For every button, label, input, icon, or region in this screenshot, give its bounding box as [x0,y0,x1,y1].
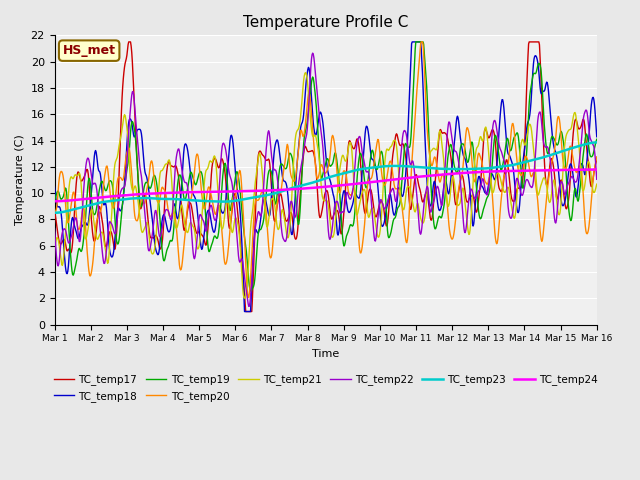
TC_temp22 [51,226,58,231]
TC_temp19 [520,182,527,188]
TC_temp18 [520,152,527,158]
TC_temp22 [520,188,527,193]
TC_temp21 [283,232,291,238]
TC_temp19 [192,182,200,188]
Line: TC_temp20: TC_temp20 [54,42,596,298]
TC_temp21 [192,236,200,241]
TC_temp21 [110,175,118,181]
TC_temp17 [284,217,291,223]
TC_temp19 [283,165,291,170]
TC_temp18 [192,197,200,203]
Line: TC_temp22: TC_temp22 [54,53,596,306]
TC_temp19 [438,214,445,220]
TC_temp24 [436,172,444,178]
TC_temp18 [283,183,291,189]
TC_temp20 [417,39,425,45]
Line: TC_temp17: TC_temp17 [54,42,596,312]
TC_temp18 [460,154,468,160]
TC_temp23 [459,166,467,172]
TC_temp24 [282,187,290,192]
TC_temp18 [241,309,248,314]
TC_temp17 [520,163,527,169]
TC_temp20 [192,157,200,163]
TC_temp24 [519,168,527,174]
Line: TC_temp19: TC_temp19 [54,42,596,291]
TC_temp21 [593,181,600,187]
TC_temp18 [593,134,600,140]
TC_temp22 [192,250,200,255]
TC_temp24 [593,167,600,172]
TC_temp20 [520,161,527,167]
TC_temp20 [283,144,291,150]
TC_temp20 [460,152,468,158]
TC_temp19 [460,143,468,148]
TC_temp21 [520,140,527,145]
TC_temp19 [593,136,600,142]
Line: TC_temp18: TC_temp18 [54,42,596,312]
Line: TC_temp21: TC_temp21 [54,72,596,298]
TC_temp17 [193,229,200,235]
TC_temp17 [125,39,132,45]
TC_temp22 [438,203,445,208]
Legend: TC_temp17, TC_temp18, TC_temp19, TC_temp20, TC_temp21, TC_temp22, TC_temp23, TC_: TC_temp17, TC_temp18, TC_temp19, TC_temp… [49,371,602,406]
TC_temp22 [245,303,253,309]
TC_temp18 [51,184,58,190]
TC_temp17 [242,309,250,314]
TC_temp20 [110,205,118,211]
TC_temp20 [438,173,445,179]
TC_temp24 [192,189,200,195]
TC_temp23 [519,160,527,166]
TC_temp20 [593,154,600,160]
TC_temp23 [192,198,200,204]
TC_temp19 [412,39,420,45]
TC_temp21 [301,70,309,75]
TC_temp22 [309,50,317,56]
TC_temp21 [460,192,468,197]
TC_temp24 [459,170,467,176]
TC_temp22 [283,234,291,240]
TC_temp22 [110,228,118,234]
TC_temp19 [51,198,58,204]
TC_temp21 [438,140,445,146]
TC_temp22 [593,177,600,182]
Line: TC_temp24: TC_temp24 [54,169,596,201]
TC_temp18 [408,39,416,45]
Title: Temperature Profile C: Temperature Profile C [243,15,408,30]
TC_temp23 [282,187,290,193]
TC_temp23 [593,140,600,145]
X-axis label: Time: Time [312,349,339,359]
TC_temp23 [51,210,58,216]
TC_temp22 [460,226,468,232]
TC_temp21 [241,295,248,301]
TC_temp18 [110,249,118,255]
TC_temp24 [110,193,118,199]
TC_temp24 [51,198,58,204]
TC_temp23 [436,166,444,172]
TC_temp20 [51,211,58,216]
Line: TC_temp23: TC_temp23 [54,143,596,213]
TC_temp18 [438,201,445,207]
TC_temp21 [51,246,58,252]
TC_temp23 [110,198,118,204]
TC_temp17 [460,181,468,187]
TC_temp20 [244,295,252,300]
TC_temp17 [438,130,445,135]
TC_temp19 [110,195,118,201]
Y-axis label: Temperature (C): Temperature (C) [15,134,25,226]
TC_temp19 [246,288,254,294]
Text: HS_met: HS_met [63,44,116,57]
TC_temp17 [593,158,600,164]
TC_temp17 [51,208,58,214]
TC_temp17 [110,242,118,248]
